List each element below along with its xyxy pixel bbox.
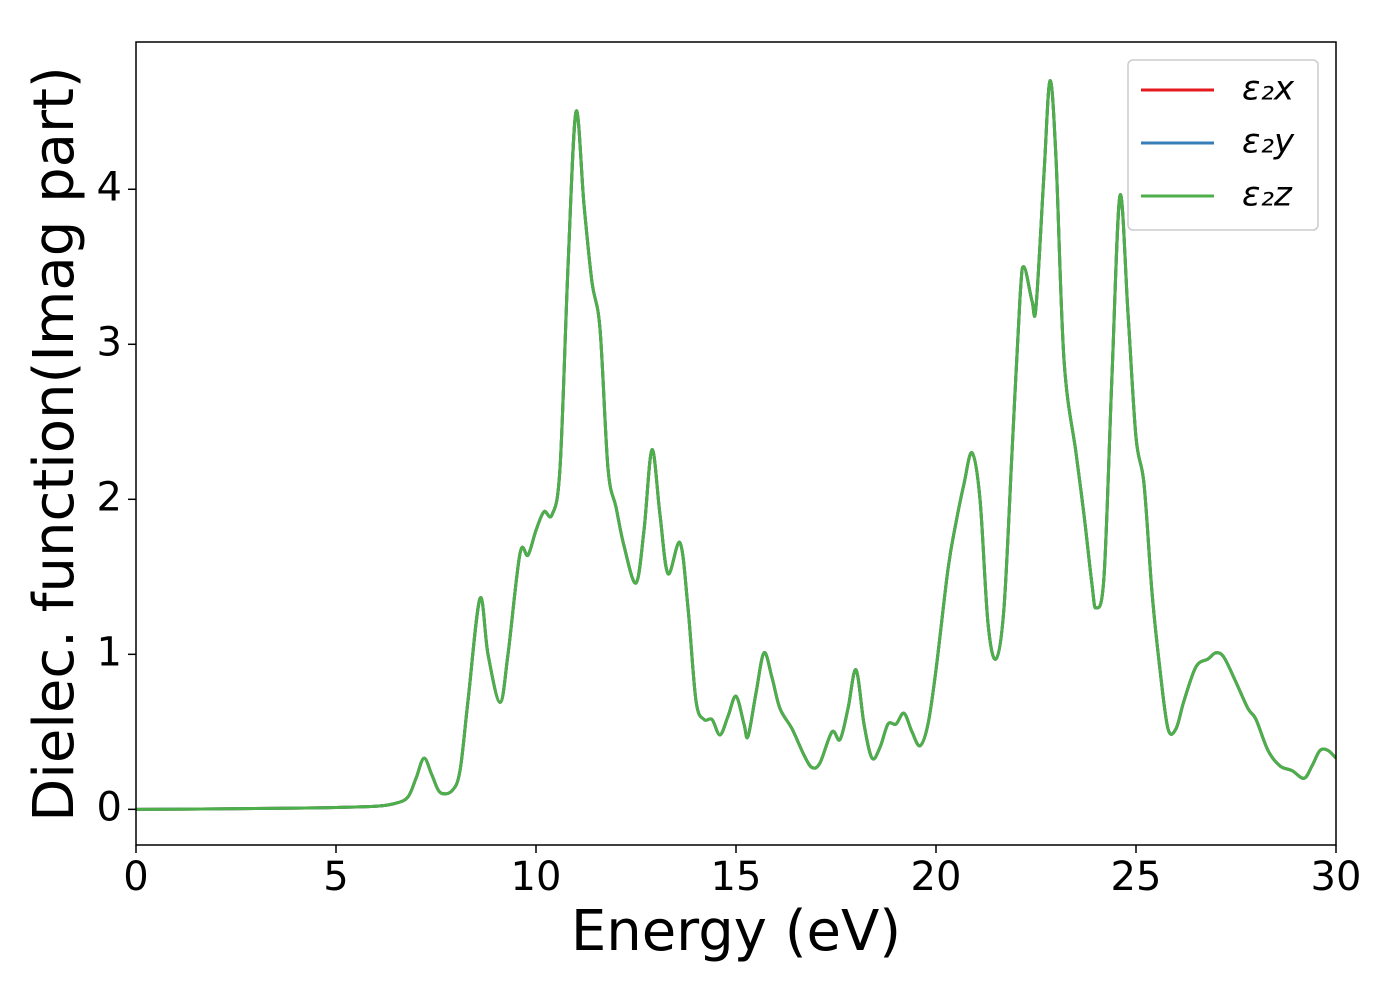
x-tick-label: 30 [1311, 854, 1362, 900]
legend-label: ε₂z [1242, 175, 1293, 215]
y-tick-label: 3 [97, 319, 122, 365]
y-tick-label: 0 [97, 784, 122, 830]
x-axis-label: Energy (eV) [571, 899, 901, 964]
y-tick-label: 2 [97, 474, 122, 520]
x-tick-label: 15 [711, 854, 762, 900]
x-tick-label: 25 [1111, 854, 1162, 900]
x-tick-label: 0 [123, 854, 148, 900]
y-axis-label: Dielec. function(Imag part) [22, 66, 87, 822]
legend-label: ε₂x [1242, 69, 1295, 109]
legend-box [1127, 59, 1319, 231]
x-tick-label: 20 [911, 854, 962, 900]
y-tick-label: 4 [97, 164, 122, 210]
y-tick-label: 1 [97, 629, 122, 675]
legend-label: ε₂y [1242, 122, 1295, 162]
x-tick-label: 5 [323, 854, 348, 900]
plot-frame [135, 41, 1337, 846]
series-line [136, 79, 1336, 811]
x-tick-label: 10 [511, 854, 562, 900]
